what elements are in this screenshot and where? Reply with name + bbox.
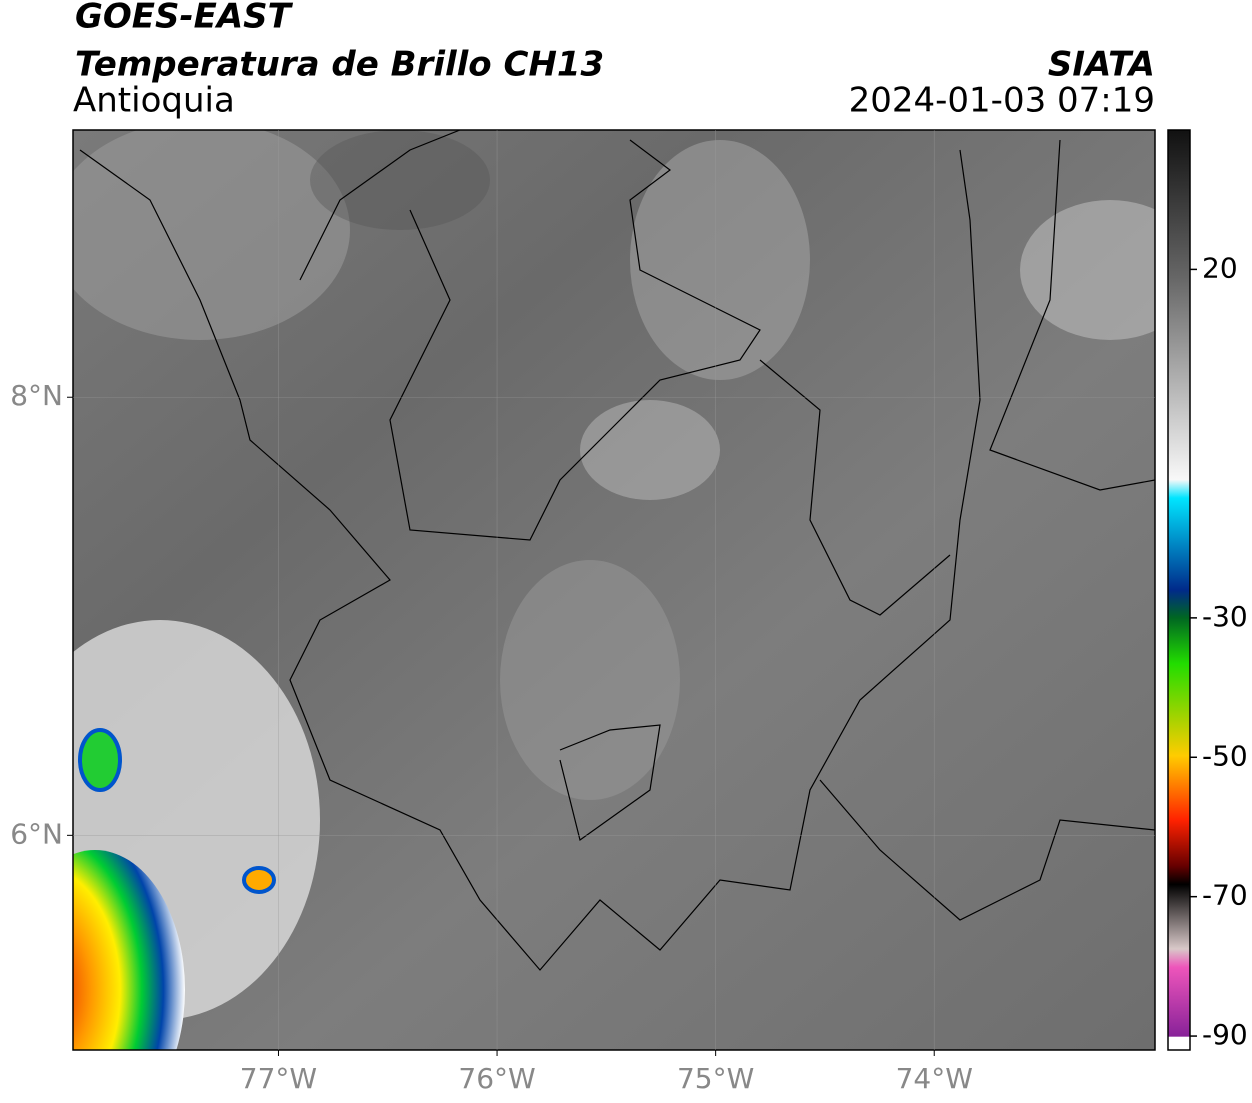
colorbar bbox=[1167, 129, 1191, 1051]
source-label: SIATA bbox=[1048, 45, 1155, 85]
colorbar-tick-label: -70 bbox=[1202, 879, 1248, 912]
datetime-label: 2024-01-03 07:19 bbox=[849, 81, 1155, 121]
x-tick-label: 75°W bbox=[677, 1062, 754, 1095]
y-tick-label: 8°N bbox=[10, 379, 63, 412]
colorbar-tick-label: -90 bbox=[1202, 1018, 1248, 1051]
colorbar-tick-label: 20 bbox=[1202, 251, 1238, 284]
satellite-title: GOES-EAST bbox=[75, 0, 294, 37]
region-label: Antioquia bbox=[73, 81, 235, 121]
x-tick-label: 77°W bbox=[240, 1062, 317, 1095]
colorbar-tick-label: -50 bbox=[1202, 739, 1248, 772]
colorbar-tick-label: -30 bbox=[1202, 600, 1248, 633]
x-tick-label: 74°W bbox=[896, 1062, 973, 1095]
map-image bbox=[73, 130, 1155, 1050]
map-frame bbox=[72, 129, 1156, 1051]
x-tick-label: 76°W bbox=[458, 1062, 535, 1095]
y-tick-label: 6°N bbox=[10, 817, 63, 850]
product-title: Temperatura de Brillo CH13 bbox=[75, 45, 604, 85]
